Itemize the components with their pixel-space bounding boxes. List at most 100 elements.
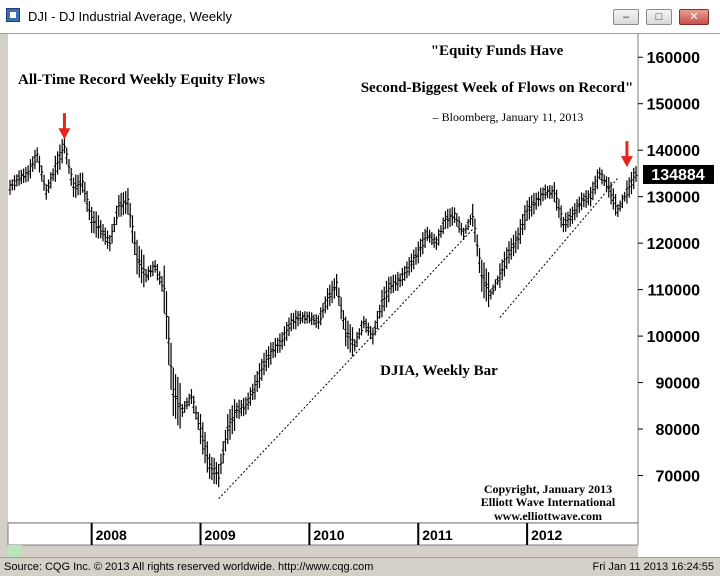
weekly-bar xyxy=(534,192,538,210)
weekly-bar xyxy=(210,456,214,481)
weekly-bar xyxy=(389,276,393,294)
weekly-bar xyxy=(124,191,128,214)
weekly-bar xyxy=(199,413,203,445)
weekly-bar xyxy=(13,175,17,191)
y-tick-label: 70000 xyxy=(656,469,701,486)
weekly-bar xyxy=(287,317,291,337)
weekly-bar xyxy=(31,156,35,172)
weekly-bar xyxy=(106,230,110,249)
weekly-bar xyxy=(627,177,631,198)
weekly-bar xyxy=(623,191,627,202)
x-tick-label: 2011 xyxy=(422,527,453,543)
red-arrow-marker xyxy=(58,113,71,140)
weekly-bar xyxy=(130,215,134,244)
status-bar: Source: CQG Inc. © 2013 All rights reser… xyxy=(0,557,720,576)
weekly-bar xyxy=(180,404,184,417)
weekly-bar xyxy=(443,211,447,229)
weekly-bar xyxy=(618,200,622,212)
weekly-bar xyxy=(403,265,407,281)
weekly-bar xyxy=(292,312,296,330)
weekly-bar xyxy=(194,405,198,420)
weekly-bar xyxy=(555,189,559,211)
weekly-bar xyxy=(165,291,168,340)
weekly-bar xyxy=(620,194,624,209)
weekly-bar xyxy=(611,188,615,210)
x-tick-label: 2008 xyxy=(96,527,127,543)
weekly-bar xyxy=(332,278,336,299)
weekly-bar xyxy=(357,328,361,340)
weekly-bar xyxy=(280,331,284,350)
weekly-bar xyxy=(432,233,436,248)
weekly-bar xyxy=(457,216,461,233)
weekly-bar xyxy=(580,192,584,211)
weekly-bar xyxy=(514,230,518,254)
weekly-bar xyxy=(328,284,332,307)
weekly-bar xyxy=(108,234,112,252)
weekly-bar xyxy=(337,287,341,306)
weekly-bar xyxy=(577,196,581,213)
last-price-label: 134884 xyxy=(651,167,704,184)
weekly-bar xyxy=(396,271,400,292)
weekly-bar xyxy=(176,376,180,426)
minimize-button[interactable]: – xyxy=(613,9,639,25)
weekly-bar xyxy=(543,184,547,200)
left-title-annotation: All-Time Record Weekly Equity Flows xyxy=(18,72,265,88)
weekly-bar xyxy=(360,320,364,336)
weekly-bar xyxy=(49,172,53,189)
weekly-bar xyxy=(598,167,602,180)
weekly-bar xyxy=(101,224,105,242)
weekly-bar xyxy=(76,174,80,196)
weekly-bar xyxy=(364,318,368,333)
weekly-bar xyxy=(625,180,629,204)
weekly-bar xyxy=(589,186,593,207)
weekly-bar xyxy=(552,181,556,203)
weekly-bar xyxy=(87,201,91,221)
weekly-bar xyxy=(126,187,130,215)
weekly-bar xyxy=(47,179,51,193)
weekly-bar xyxy=(174,374,178,419)
weekly-bar xyxy=(260,358,264,381)
weekly-bar xyxy=(344,316,348,347)
weekly-bar xyxy=(425,226,429,241)
weekly-bar xyxy=(412,249,416,270)
weekly-bar xyxy=(335,273,339,296)
weekly-bar xyxy=(69,167,73,186)
weekly-bar xyxy=(217,463,221,488)
weekly-bar xyxy=(473,218,477,243)
weekly-bar xyxy=(42,174,46,191)
weekly-bar xyxy=(153,260,157,273)
weekly-bar xyxy=(278,333,282,353)
weekly-bar xyxy=(96,215,100,239)
weekly-bar xyxy=(196,411,200,430)
quote-line-1: "Equity Funds Have xyxy=(431,43,564,59)
weekly-bar xyxy=(321,303,325,318)
weekly-bar xyxy=(518,219,522,244)
weekly-bar xyxy=(319,307,323,326)
weekly-bar xyxy=(530,195,534,217)
weekly-bar xyxy=(294,310,298,330)
weekly-bar xyxy=(162,265,166,314)
weekly-bar xyxy=(239,399,243,417)
weekly-bar xyxy=(253,374,257,400)
weekly-bar xyxy=(584,190,588,208)
weekly-bar xyxy=(276,337,280,354)
weekly-bar xyxy=(548,184,552,200)
weekly-bar xyxy=(316,315,320,330)
weekly-bar xyxy=(632,167,636,190)
maximize-button[interactable]: □ xyxy=(646,9,672,25)
weekly-bar xyxy=(573,203,577,221)
close-button[interactable]: ✕ xyxy=(679,9,709,25)
weekly-bar xyxy=(267,346,271,368)
weekly-bar xyxy=(512,234,516,257)
weekly-bar xyxy=(264,349,268,372)
weekly-bar xyxy=(341,310,345,330)
weekly-bar xyxy=(228,408,232,440)
quote-source: – Bloomberg, January 11, 2013 xyxy=(432,110,584,124)
weekly-bar xyxy=(496,275,500,285)
weekly-bar xyxy=(178,383,182,429)
weekly-bar xyxy=(133,231,137,255)
scroll-indicator[interactable] xyxy=(8,545,22,557)
weekly-bar xyxy=(307,311,311,324)
weekly-bar xyxy=(19,169,23,185)
weekly-bar xyxy=(219,453,223,475)
